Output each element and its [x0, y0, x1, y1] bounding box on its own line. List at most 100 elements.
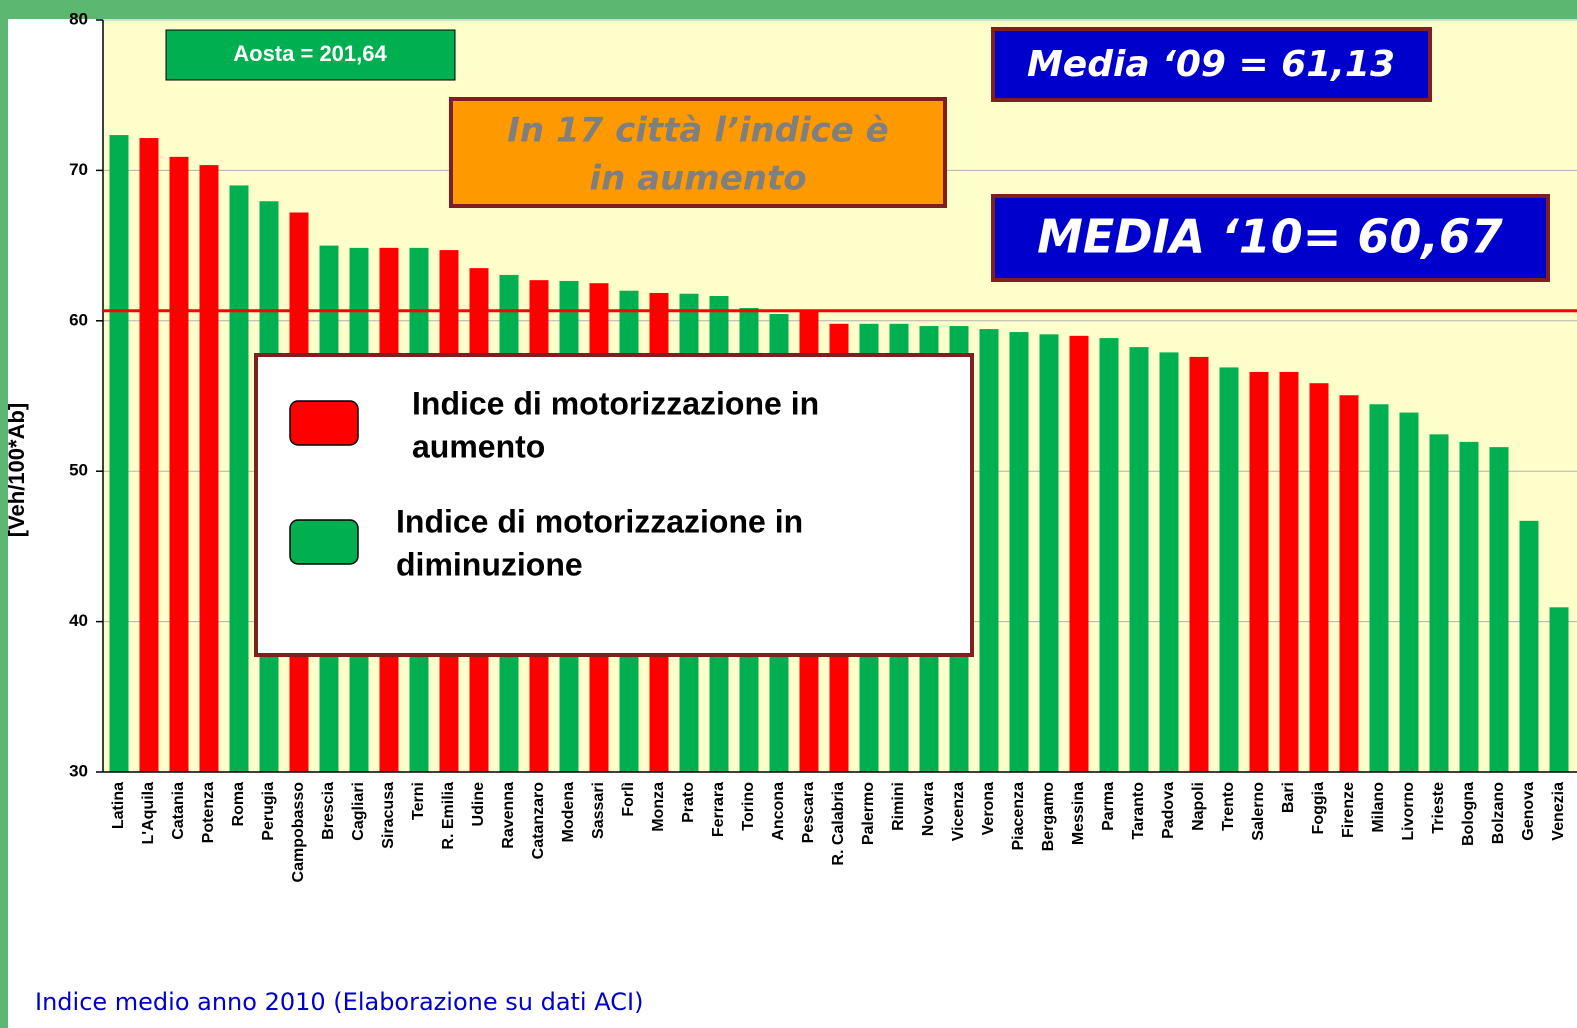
x-tick-label: Taranto [1130, 782, 1147, 840]
x-tick-label: Latina [110, 782, 127, 829]
x-tick-label: Catanzaro [530, 782, 547, 860]
bar [1189, 356, 1209, 772]
bar [1009, 332, 1029, 772]
annotation-box [991, 194, 1550, 282]
top-band [0, 0, 1577, 19]
bar [1249, 371, 1269, 772]
x-tick-label: Genova [1520, 782, 1537, 841]
bar [1369, 404, 1389, 772]
annotation-box [991, 27, 1432, 102]
footer: Indice medio anno 2010 (Elaborazione su … [35, 988, 643, 1016]
x-tick-label: Udine [470, 782, 487, 827]
x-tick-label: Milano [1370, 782, 1387, 833]
bar [1099, 338, 1119, 772]
x-tick-label: Ancona [770, 782, 787, 841]
x-tick-label: Perugia [260, 782, 277, 841]
bar [1129, 347, 1149, 772]
x-tick-label: Trento [1220, 782, 1237, 831]
bar [1309, 383, 1329, 772]
x-tick-label: Modena [560, 782, 577, 843]
x-tick-label: L'Aquila [140, 782, 157, 845]
legend-label: diminuzione [396, 546, 583, 582]
annotation: Aosta = 201,64 [233, 41, 387, 66]
bar [1399, 412, 1419, 772]
x-tick-label: Potenza [200, 782, 217, 843]
annotation: MEDIA ‘10= 60,67 [1037, 210, 1503, 264]
x-tick-label: Parma [1100, 782, 1117, 831]
bar [1069, 335, 1089, 772]
bar [1549, 607, 1569, 772]
x-tick-label: Torino [740, 782, 757, 831]
x-tick-label: Forlì [620, 782, 637, 817]
legend-swatch [289, 400, 359, 446]
legend-label: aumento [412, 428, 545, 464]
x-tick-label: Palermo [860, 782, 877, 845]
legend-label: Indice di motorizzazione in [412, 385, 819, 421]
x-tick-label: Firenze [1340, 782, 1357, 838]
x-tick-label: Vicenza [950, 782, 967, 841]
x-tick-label: Cagliari [350, 782, 367, 841]
bar [199, 165, 219, 773]
x-tick-label: Sassari [590, 782, 607, 839]
x-tick-label: Pescara [800, 782, 817, 843]
x-tick-label: R. Calabria [830, 782, 847, 866]
bar [169, 156, 189, 772]
legend-box [254, 353, 974, 657]
x-tick-label: Piacenza [1010, 782, 1027, 851]
x-tick-label: Rimini [890, 782, 907, 831]
x-tick-label: Bolzano [1490, 782, 1507, 844]
y-axis-label: [Veh/100*Ab] [4, 403, 29, 538]
legend-label: Indice di motorizzazione in [396, 503, 803, 539]
x-tick-label: Bergamo [1040, 782, 1057, 852]
bar [1279, 371, 1299, 772]
x-tick-label: Prato [680, 782, 697, 823]
x-tick-label: Monza [650, 782, 667, 832]
x-tick-label: Ravenna [500, 782, 517, 849]
x-tick-label: Foggia [1310, 782, 1327, 835]
x-tick-label: Padova [1160, 782, 1177, 839]
annotation: Media ‘09 = 61,13 [1027, 44, 1395, 85]
bar [229, 185, 249, 772]
x-tick-label: Venezia [1550, 782, 1567, 841]
x-tick-label: Siracusa [380, 782, 397, 849]
bar [1039, 334, 1059, 772]
y-tick-label: 30 [69, 761, 88, 780]
x-tick-label: Bari [1280, 782, 1297, 813]
x-tick-label: Verona [980, 782, 997, 835]
bar [979, 329, 999, 772]
x-tick-label: Catania [170, 782, 187, 840]
annotation-box [165, 29, 456, 81]
x-tick-label: Trieste [1430, 782, 1447, 834]
x-tick-label: Brescia [320, 782, 337, 840]
x-tick-label: Salerno [1250, 782, 1267, 841]
bar [1489, 447, 1509, 772]
annotation: In 17 città l’indice è [507, 111, 888, 151]
y-tick-label: 40 [69, 611, 88, 630]
x-tick-label: Messina [1070, 782, 1087, 845]
x-tick-label: Campobasso [290, 782, 307, 883]
y-tick-label: 60 [69, 310, 88, 329]
bar [1219, 367, 1239, 772]
x-tick-label: Livorno [1400, 782, 1417, 841]
bar [1459, 441, 1479, 772]
x-tick-label: Terni [410, 782, 427, 820]
y-tick-label: 50 [69, 461, 88, 480]
x-tick-label: Bologna [1460, 782, 1477, 846]
x-tick-label: Napoli [1190, 782, 1207, 831]
x-tick-label: R. Emilia [440, 782, 457, 850]
bar [1339, 395, 1359, 772]
bar [1519, 520, 1539, 772]
x-tick-label: Roma [230, 782, 247, 827]
bar [1159, 352, 1179, 772]
y-tick-label: 80 [69, 9, 88, 28]
x-tick-label: Ferrara [710, 782, 727, 837]
bar [1429, 434, 1449, 772]
x-tick-label: Novara [920, 782, 937, 836]
bar [139, 138, 159, 773]
annotation-box [449, 97, 947, 208]
left-band [0, 0, 8, 1028]
annotation: in aumento [589, 159, 806, 199]
bar [109, 135, 129, 772]
legend-swatch [289, 519, 359, 565]
